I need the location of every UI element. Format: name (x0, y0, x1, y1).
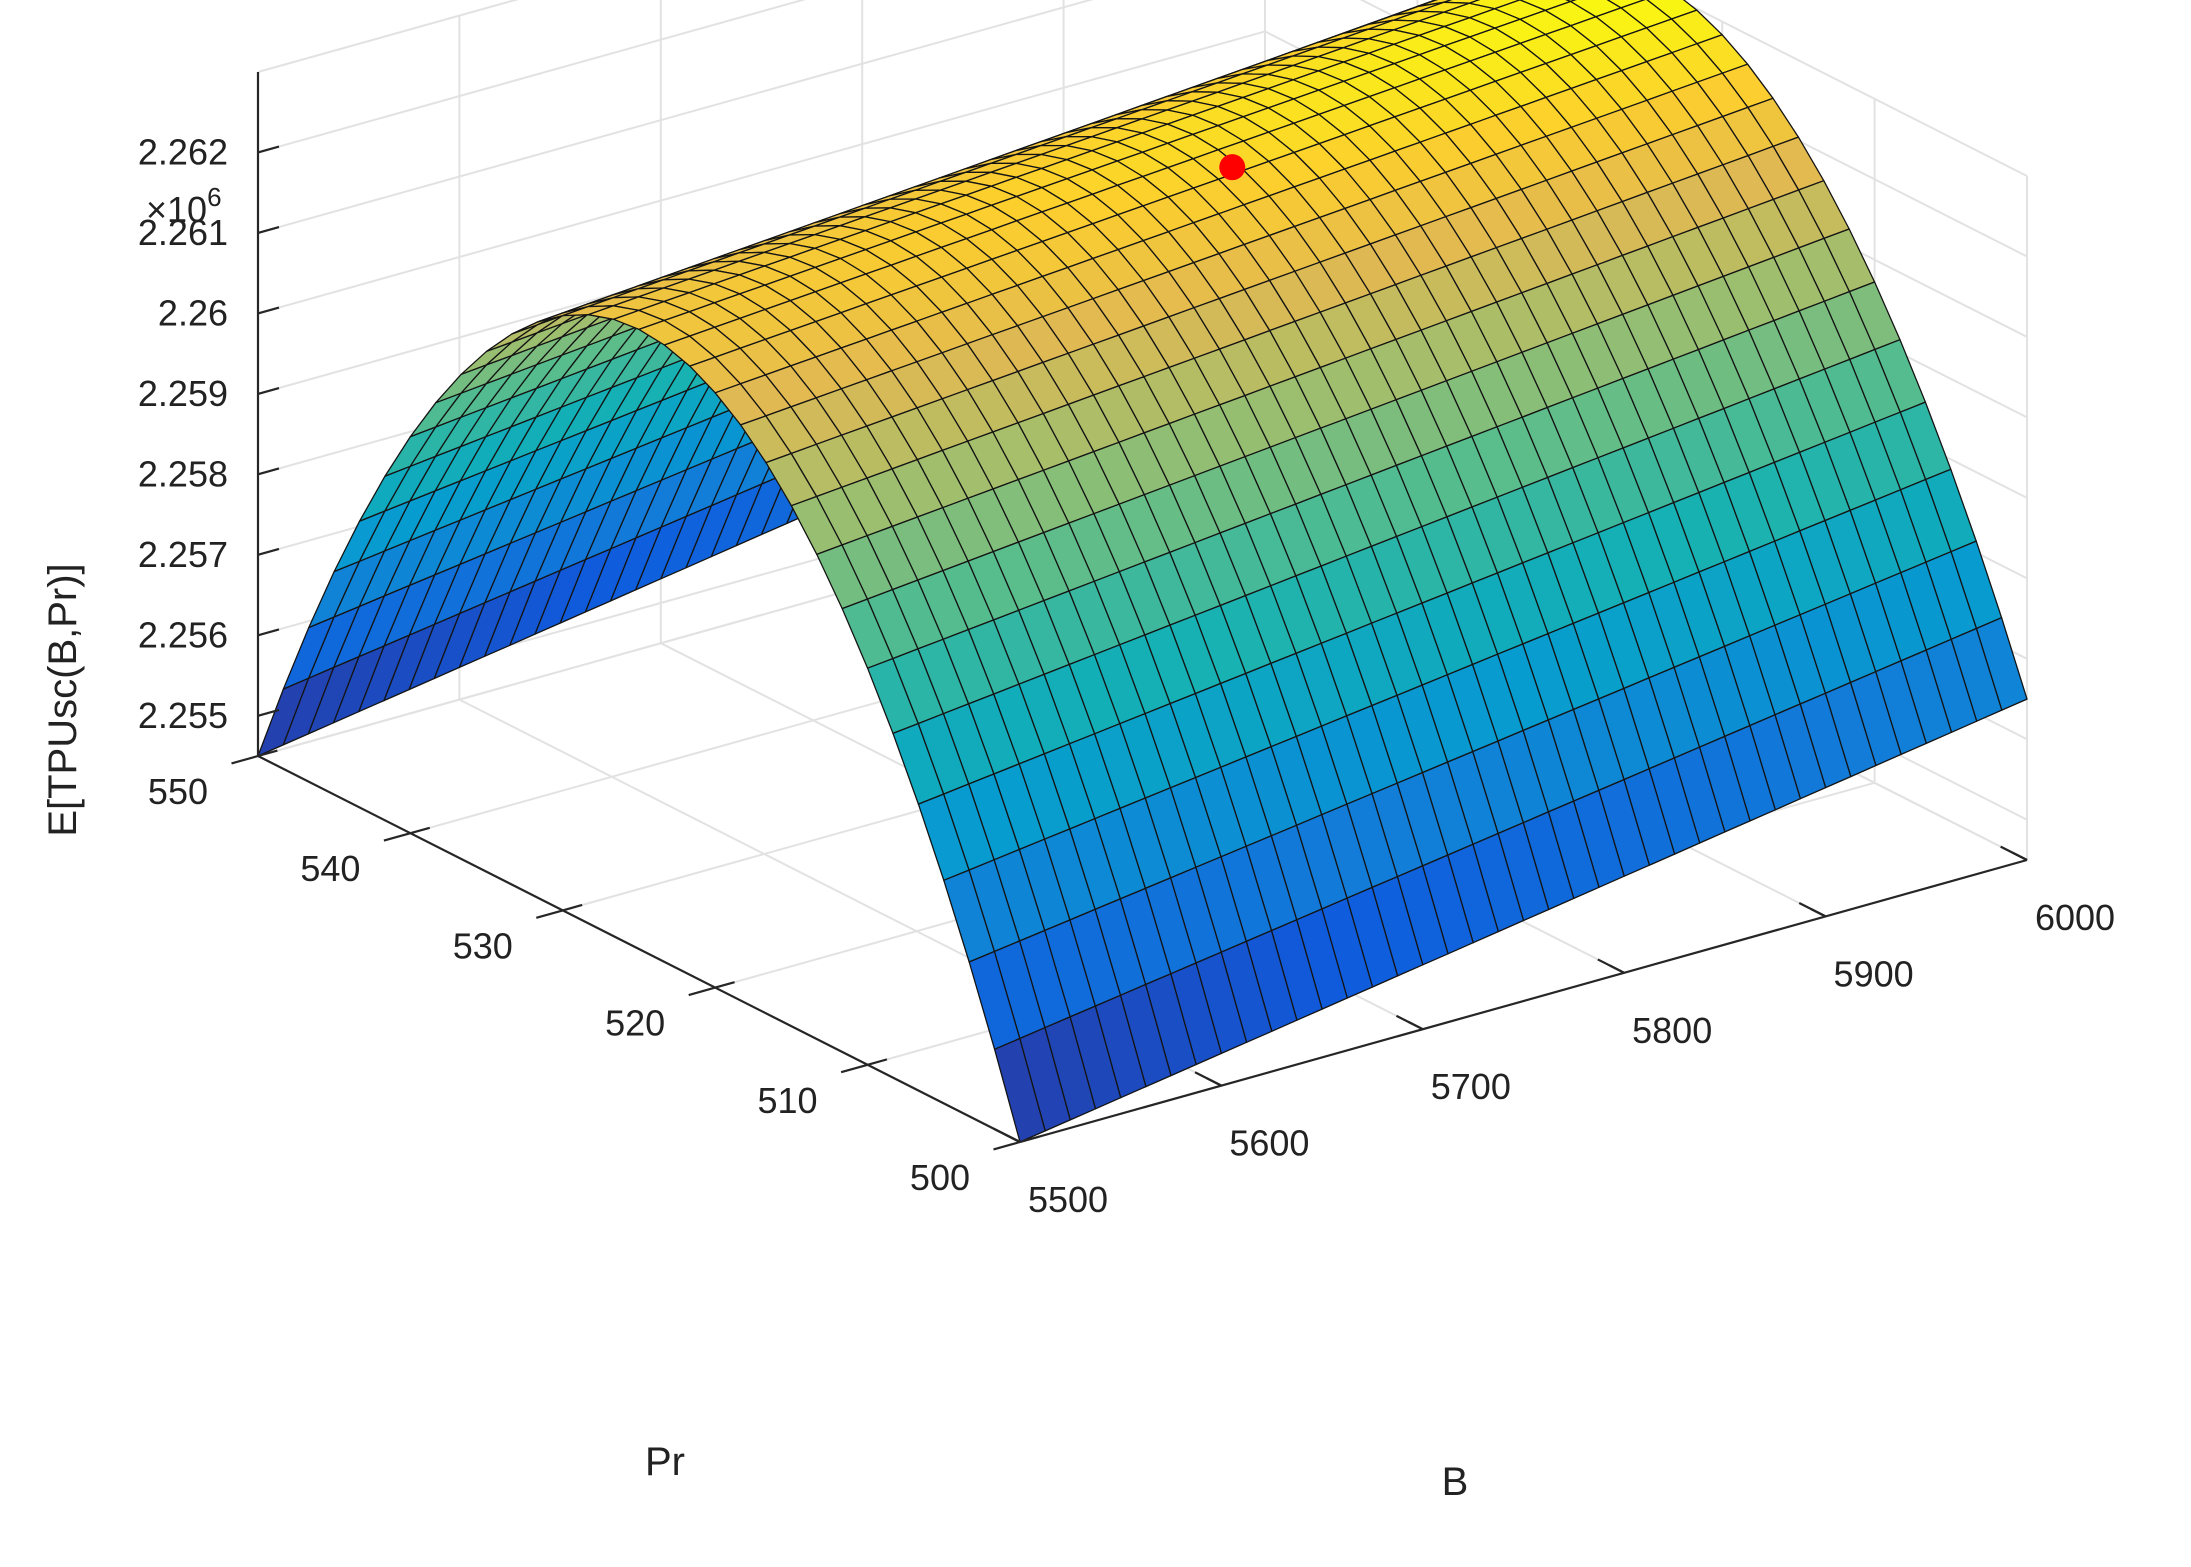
y-tick-mark-inner (562, 903, 583, 912)
z-tick-mark (257, 226, 280, 235)
x-tick-mark-inner (1407, 1020, 1424, 1031)
surface-layer (257, 0, 2028, 1143)
axis-layer: 5500 5600 5700 5800 5900 6000 500 510 520 530 540 5… (138, 72, 2115, 1220)
z-tick-label: 2.259 (138, 373, 228, 414)
wall-grid-z (257, 30, 1266, 315)
z-tick-label: 2.256 (138, 614, 228, 655)
x-tick-label: 5900 (1834, 953, 1914, 994)
x-tick-label: 5600 (1229, 1123, 1309, 1164)
y-tick-label: 530 (453, 925, 513, 966)
z-axis-label: E[TPUsc(B,Pr)] (41, 563, 85, 836)
x-tick-mark-inner (2011, 851, 2028, 861)
label-layer: E[TPUsc(B,Pr)] B Pr ×106 (41, 182, 1468, 1504)
x-tick-label: 5500 (1028, 1179, 1108, 1220)
y-tick-mark-inner (714, 981, 735, 989)
z-tick-mark (257, 628, 280, 637)
z-tick-label: 2.26 (158, 292, 228, 333)
wall-grid-z (257, 0, 807, 154)
y-tick-mark-inner (257, 749, 278, 758)
z-tick-mark (257, 386, 280, 395)
y-tick-mark (688, 986, 716, 997)
z-exponent-label: ×106 (146, 182, 222, 230)
box-edge-top-right (1677, 0, 2028, 177)
x-tick-mark-inner (1810, 907, 1827, 918)
z-tick-mark (257, 467, 280, 476)
x-tick-label: 5800 (1632, 1010, 1712, 1051)
x-tick-label: 5700 (1431, 1066, 1511, 1107)
y-tick-label: 550 (148, 771, 208, 812)
x-tick-mark-inner (1609, 964, 1625, 974)
y-tick-mark (383, 832, 411, 842)
x-axis-label: B (1442, 1460, 1469, 1504)
y-tick-mark-inner (1019, 1135, 1040, 1144)
z-tick-mark (257, 306, 280, 315)
y-tick-mark (231, 754, 259, 765)
z-tick-label: 2.262 (138, 131, 228, 172)
y-tick-label: 500 (910, 1157, 970, 1198)
y-axis-line (257, 755, 1021, 1143)
z-tick-label: 2.258 (138, 453, 228, 494)
z-tick-mark (257, 547, 280, 556)
y-tick-mark (536, 909, 564, 919)
y-axis-label: Pr (645, 1440, 685, 1484)
x-axis-line (1019, 858, 2028, 1144)
z-tick-mark (257, 708, 280, 717)
wall-grid-z (257, 0, 1094, 234)
optimum-point-marker (1219, 154, 1246, 181)
y-tick-mark-inner (410, 826, 431, 835)
z-tick-label: 2.261 (138, 212, 228, 253)
x-tick-mark-inner (1004, 1133, 1021, 1143)
point-layer (1219, 154, 1246, 181)
y-tick-label: 510 (758, 1080, 818, 1121)
y-tick-label: 540 (300, 848, 360, 889)
x-tick-label: 6000 (2035, 897, 2115, 938)
z-exponent-power: 6 (207, 182, 221, 212)
z-exponent-base: ×10 (146, 189, 207, 230)
y-tick-mark-inner (867, 1058, 888, 1066)
z-tick-mark (257, 145, 280, 154)
x-tick-mark-inner (1206, 1077, 1222, 1087)
z-tick-label: 2.257 (138, 534, 228, 575)
y-tick-mark (993, 1140, 1021, 1151)
box-edge-top-back (257, 0, 519, 73)
y-tick-label: 520 (605, 1003, 665, 1044)
y-tick-mark (840, 1063, 868, 1074)
z-tick-label: 2.255 (138, 695, 228, 736)
surface-patch (993, 1037, 1046, 1143)
